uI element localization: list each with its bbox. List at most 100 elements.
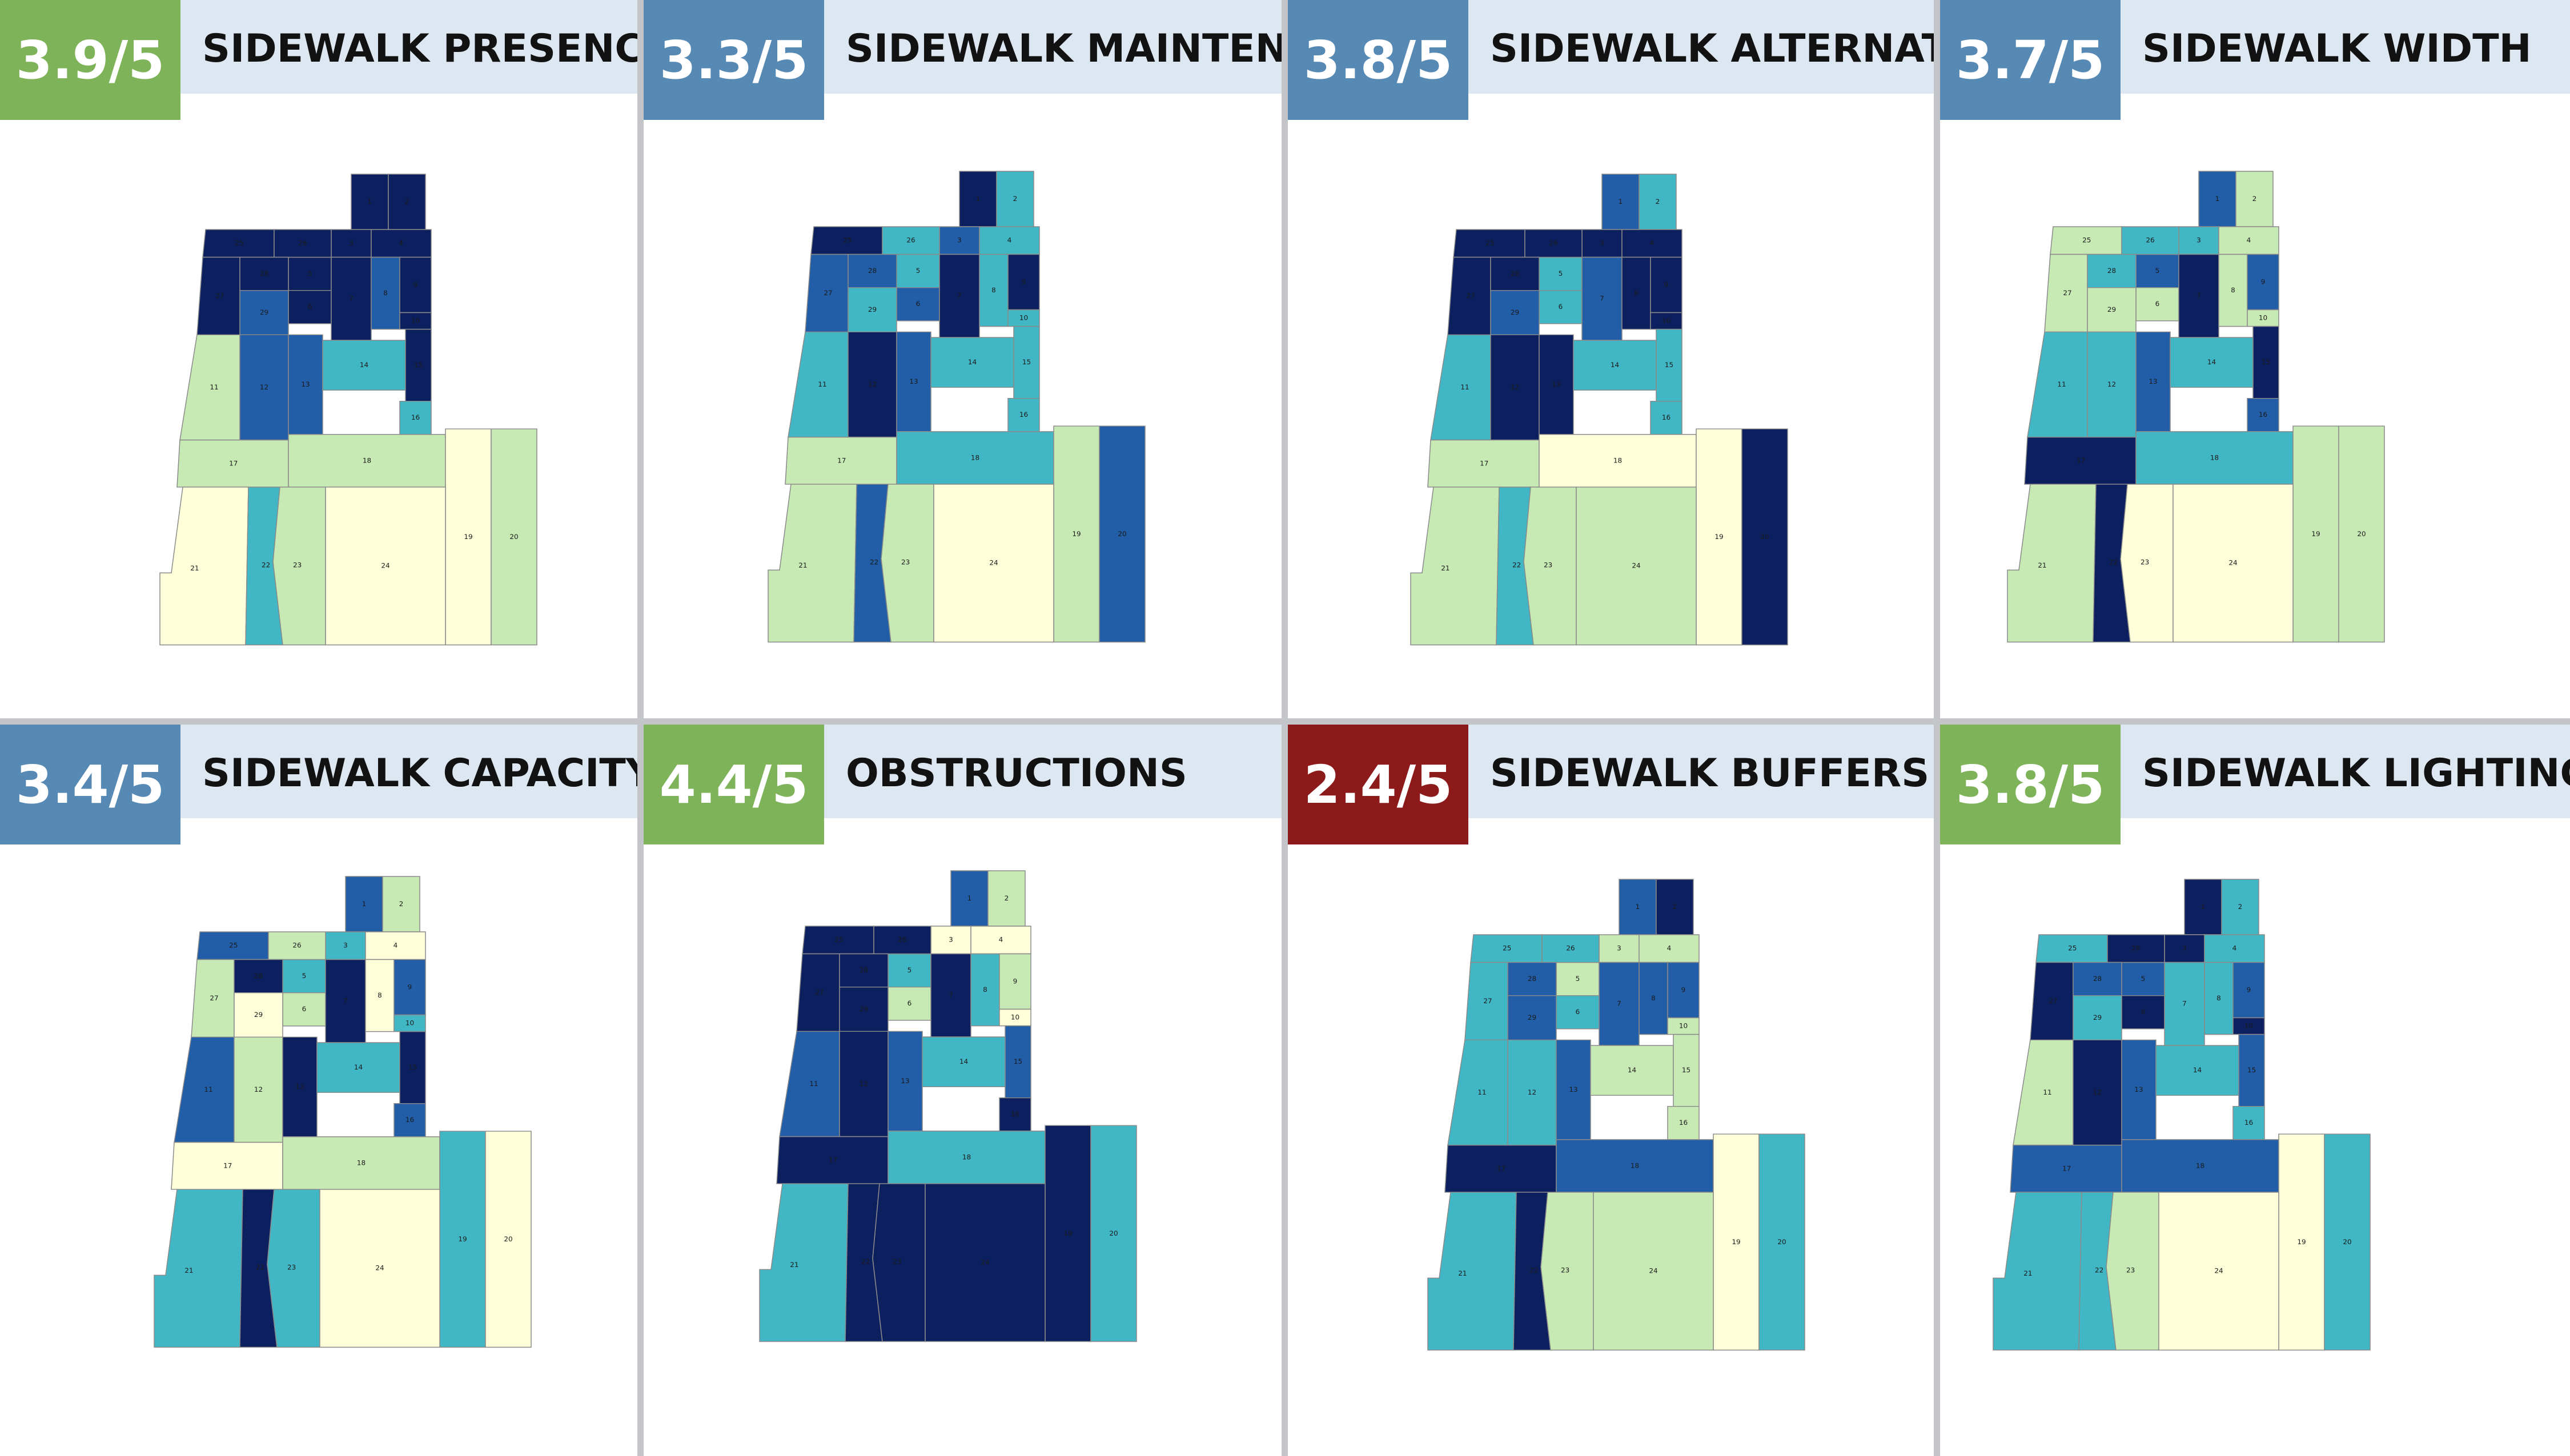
- zone-label: 8: [983, 986, 987, 994]
- panel-title: SIDEWALK WIDTH: [2142, 26, 2532, 71]
- zone-26: [1541, 934, 1600, 963]
- zone-label: 14: [354, 1063, 363, 1071]
- zone-label: 15: [1665, 361, 1673, 369]
- zone-label: 21: [790, 1261, 798, 1269]
- zone-label: 24: [2214, 1267, 2223, 1275]
- zone-21: [2007, 484, 2097, 643]
- zone-label: 21: [190, 564, 199, 572]
- zone-label: 16: [1019, 411, 1028, 419]
- zone-label: 19: [2297, 1238, 2306, 1246]
- zone-label: 3: [957, 236, 962, 244]
- zone-29: [2073, 995, 2122, 1041]
- zone-label: 16: [1662, 413, 1670, 421]
- zone-21: [1427, 1192, 1517, 1351]
- zone-label: 3: [949, 936, 953, 944]
- zone-20: [485, 1131, 532, 1348]
- zone-label: 2: [2252, 195, 2257, 203]
- zone-label: 20: [1777, 1238, 1786, 1246]
- zone-label: 11: [809, 1080, 818, 1088]
- zone-label: 3: [1617, 944, 1621, 952]
- zone-label: 9: [2247, 986, 2251, 994]
- zone-20: [1090, 1125, 1137, 1342]
- zone-label: 27: [210, 994, 218, 1002]
- zone-label: 13: [295, 1083, 304, 1091]
- zone-label: 20: [2357, 530, 2366, 538]
- score-badge: 2.4/5: [1288, 725, 1468, 844]
- zone-label: 1: [362, 900, 367, 908]
- zone-label: 1: [1636, 903, 1640, 911]
- zone-label: 18: [2210, 454, 2219, 462]
- zone-24: [1576, 486, 1697, 646]
- zone-label: 1: [2201, 903, 2206, 911]
- zone-label: 13: [2134, 1085, 2143, 1093]
- zone-label: 19: [1732, 1238, 1740, 1246]
- zone-label: 16: [405, 1116, 414, 1124]
- zone-label: 12: [1511, 383, 1519, 391]
- zone-label: 3: [349, 239, 354, 247]
- zone-label: 19: [458, 1235, 467, 1243]
- zone-label: 27: [1466, 292, 1475, 300]
- metric-panel: SIDEWALK CAPACITY 3.4/5 1 2 3 4 5 6 7 8 9 10 11 12 13 1…: [0, 725, 637, 1456]
- zone-23: [1540, 1192, 1594, 1351]
- zone-label: 5: [1576, 975, 1580, 983]
- zone-21: [768, 484, 857, 643]
- zone-label: 26: [1549, 239, 1557, 247]
- zone-label: 9: [1664, 281, 1669, 289]
- zone-label: 27: [815, 988, 824, 996]
- score-badge: 3.8/5: [1940, 725, 2121, 844]
- zone-label: 29: [1528, 1013, 1536, 1021]
- zone-label: 25: [834, 936, 843, 944]
- metric-panel: SIDEWALK WIDTH 3.7/5 1 2 3 4 5 6 7 8 9 10 11 12 13 14 15…: [1940, 0, 2570, 718]
- zone-29: [239, 289, 289, 336]
- zone-label: 19: [464, 533, 472, 541]
- zone-26: [882, 226, 940, 255]
- panel-divider: [1282, 0, 1288, 1456]
- zone-label: 4: [399, 239, 404, 247]
- score-badge: 4.4/5: [644, 725, 824, 844]
- zone-label: 8: [378, 991, 382, 999]
- zone-label: 9: [1013, 978, 1018, 986]
- zone-29: [839, 986, 889, 1032]
- zone-label: 5: [1559, 270, 1563, 277]
- score-badge: 3.7/5: [1940, 0, 2121, 120]
- zone-label: 22: [1529, 1266, 1538, 1274]
- zone-label: 14: [2207, 358, 2216, 366]
- zone-label: 19: [1072, 530, 1081, 538]
- zone-label: 28: [1528, 975, 1536, 983]
- zone-label: 11: [1477, 1088, 1486, 1096]
- zone-label: 2: [2238, 903, 2243, 911]
- zone-label: 10: [2259, 314, 2267, 322]
- zone-label: 24: [989, 559, 998, 567]
- zone-label: 11: [210, 383, 218, 391]
- zone-label: 8: [2231, 286, 2235, 294]
- zone-label: 2: [399, 900, 404, 908]
- zone-label: 16: [2244, 1119, 2253, 1127]
- zone-label: 15: [408, 1063, 417, 1071]
- zone-label: 21: [2023, 1269, 2032, 1277]
- zone-label: 14: [1628, 1066, 1636, 1074]
- zone-label: 4: [1650, 239, 1655, 247]
- zone-label: 24: [2228, 559, 2237, 567]
- zone-label: 6: [907, 999, 912, 1007]
- zone-label: 19: [1714, 533, 1723, 541]
- zone-26: [2107, 934, 2165, 963]
- zone-label: 20: [2343, 1238, 2351, 1246]
- zone-label: 13: [2149, 377, 2157, 385]
- zone-label: 14: [1611, 361, 1619, 369]
- zone-23: [872, 1183, 926, 1342]
- zone-26: [274, 229, 332, 258]
- zone-label: 1: [967, 894, 972, 902]
- zone-label: 5: [2141, 975, 2146, 983]
- zone-label: 24: [381, 562, 389, 570]
- zone-label: 5: [2155, 267, 2160, 275]
- zone-label: 10: [411, 317, 420, 325]
- metric-panel: SIDEWALK ALTERNATIVE3.8/5123456789101112…: [1288, 0, 1934, 718]
- zone-label: 17: [223, 1161, 232, 1169]
- zone-label: 22: [870, 558, 878, 566]
- panel-title: SIDEWALK BUFFERS: [1490, 751, 1930, 796]
- zone-label: 1: [368, 198, 372, 206]
- zone-label: 4: [1007, 236, 1012, 244]
